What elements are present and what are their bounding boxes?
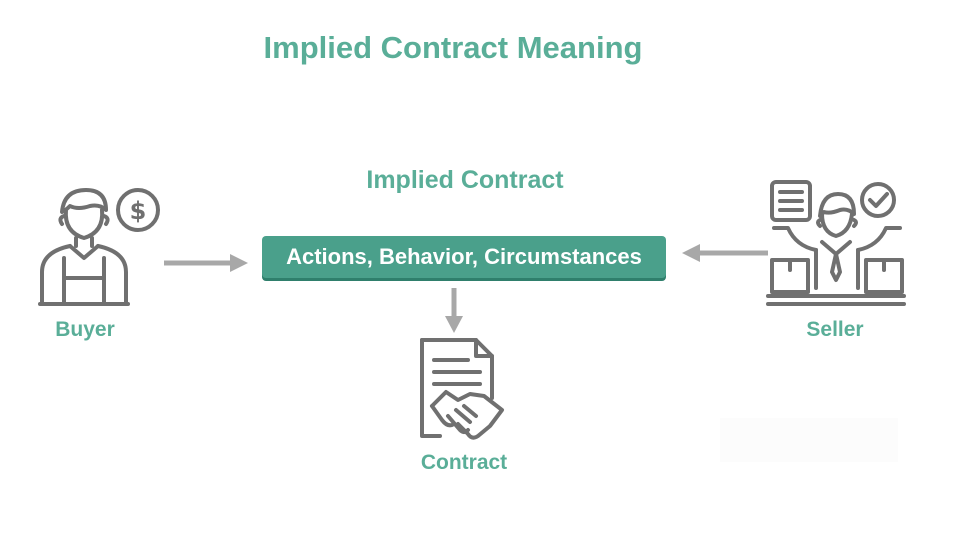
page-title: Implied Contract Meaning xyxy=(263,30,643,65)
seller-with-checklist-icon xyxy=(766,180,906,306)
seller-label: Seller xyxy=(806,318,864,341)
center-box-label: Actions, Behavior, Circumstances xyxy=(286,244,642,269)
arrow-box-to-contract xyxy=(445,288,463,333)
svg-text:$: $ xyxy=(130,197,147,225)
buyer-label: Buyer xyxy=(55,318,115,341)
contract-label: Contract xyxy=(420,451,508,474)
contract-handshake-icon xyxy=(420,338,504,440)
center-box: Actions, Behavior, Circumstances xyxy=(262,236,666,278)
arrow-buyer-to-box xyxy=(164,254,248,272)
buyer-with-dollar-icon: $ xyxy=(38,188,160,306)
diagram-subtitle: Implied Contract xyxy=(366,166,564,194)
arrow-seller-to-box xyxy=(682,244,768,262)
watermark-area xyxy=(720,418,898,462)
